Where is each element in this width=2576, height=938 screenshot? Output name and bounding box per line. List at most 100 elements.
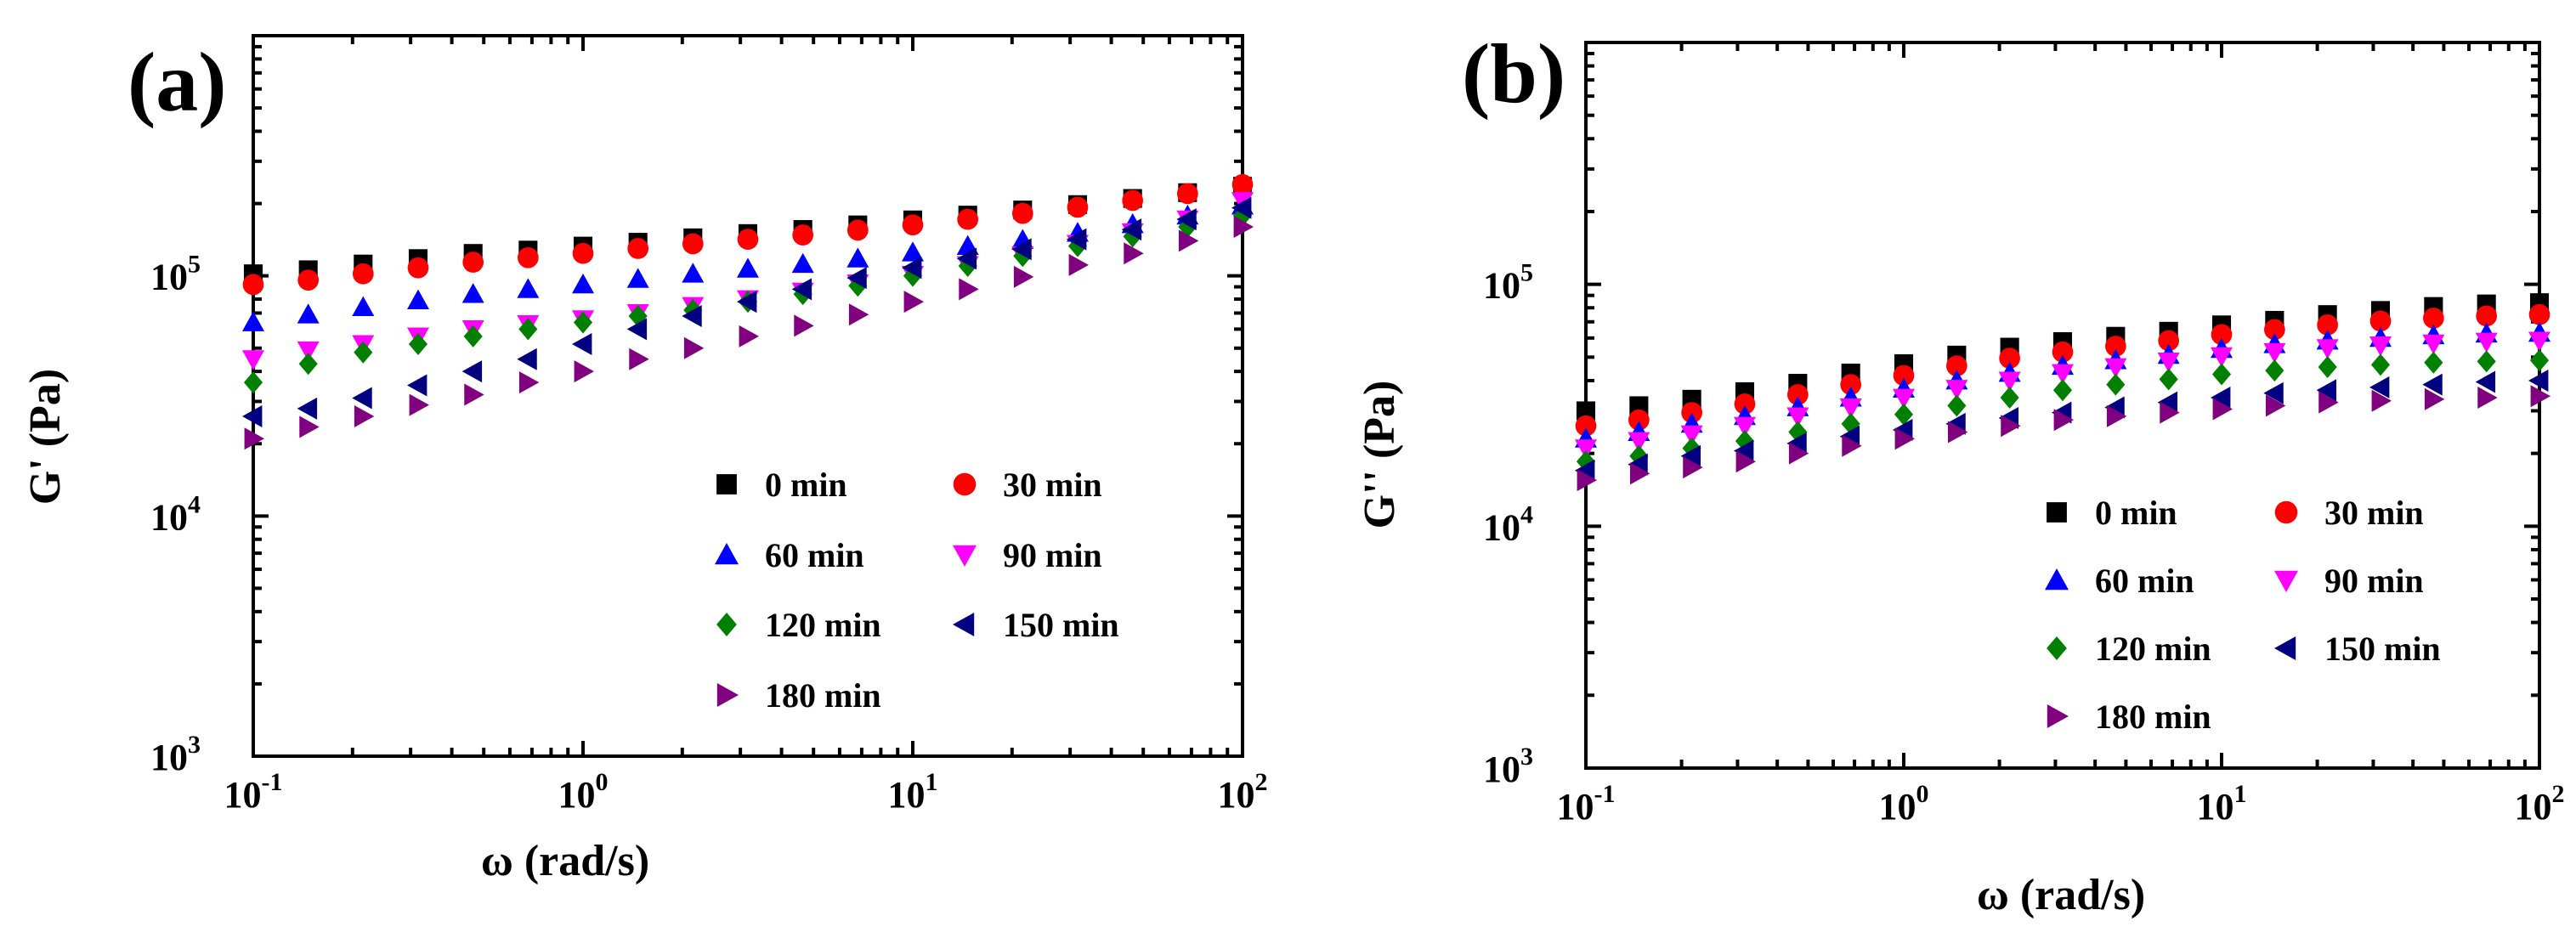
data-point xyxy=(572,242,594,264)
data-point xyxy=(1733,439,1754,462)
legend-marker xyxy=(716,474,737,494)
data-point xyxy=(2263,381,2284,404)
data-point xyxy=(1894,403,1914,426)
data-point xyxy=(903,291,924,314)
data-point xyxy=(1947,421,1968,444)
panel-a-y-axis-title: G' (Pa) xyxy=(21,369,70,505)
data-point xyxy=(957,208,979,230)
panel-a-label: (a) xyxy=(127,35,227,129)
data-point xyxy=(2476,305,2498,327)
data-point xyxy=(298,353,318,376)
x-tick-label: 102 xyxy=(1218,768,1268,816)
data-point xyxy=(2318,356,2337,379)
data-point xyxy=(736,291,757,314)
data-point xyxy=(792,224,814,246)
plot-frame xyxy=(252,34,1244,758)
legend-label: 120 min xyxy=(2095,630,2211,668)
data-point xyxy=(1013,265,1034,288)
data-point xyxy=(1575,439,1597,460)
data-point xyxy=(1231,196,1252,219)
legend-label: 60 min xyxy=(765,536,864,574)
legend-label: 150 min xyxy=(1003,606,1119,644)
data-point xyxy=(846,247,869,268)
data-point xyxy=(2265,394,2286,417)
data-point xyxy=(626,268,649,288)
data-point xyxy=(791,278,812,301)
data-point xyxy=(1786,407,1809,427)
data-point xyxy=(1894,427,1915,450)
series-180-min xyxy=(244,215,1254,450)
y-tick-label: 105 xyxy=(150,251,201,298)
data-point xyxy=(242,405,263,428)
data-point xyxy=(628,305,648,328)
legend-marker xyxy=(2047,704,2069,728)
data-point xyxy=(629,348,649,370)
panel-a-x-axis-title: ω (rad/s) xyxy=(481,837,649,885)
data-point xyxy=(1176,208,1197,231)
y-tick-label: 104 xyxy=(1483,500,1533,548)
legend-label: 30 min xyxy=(1003,466,1102,504)
data-point xyxy=(244,427,264,450)
data-point xyxy=(1788,442,1809,465)
legend-label: 120 min xyxy=(765,606,881,644)
data-point xyxy=(682,305,702,328)
data-point xyxy=(794,314,814,337)
panel-a-plot: (a) ω (rad/s) G' (Pa) 10-1 100 101 10210310… xyxy=(21,34,1268,885)
legend-label: 150 min xyxy=(2324,630,2441,668)
data-point xyxy=(2371,389,2392,412)
data-point xyxy=(2157,353,2180,373)
data-point xyxy=(2106,373,2126,396)
data-point xyxy=(518,318,538,341)
data-point xyxy=(1068,253,1089,276)
data-point xyxy=(1945,380,1968,400)
data-point xyxy=(574,360,594,383)
legend-marker xyxy=(953,545,977,567)
data-point xyxy=(1124,242,1144,265)
data-point xyxy=(2316,379,2337,402)
panel-a-plot-area: 10-1 100 101 102 103 104 105 0 min 30 min 60 min 9… xyxy=(150,34,1268,816)
data-point xyxy=(2422,334,2445,355)
data-point xyxy=(2529,349,2550,372)
data-point xyxy=(462,251,484,273)
legend-label: 90 min xyxy=(2324,562,2424,600)
data-point xyxy=(352,387,372,410)
y-tick-label: 103 xyxy=(1483,743,1533,790)
legend-label: 30 min xyxy=(2324,494,2424,532)
data-point xyxy=(2317,314,2338,336)
legend-marker xyxy=(953,613,975,636)
series-150-min xyxy=(1575,369,2549,482)
data-point xyxy=(1629,396,1649,415)
data-point xyxy=(736,257,759,278)
data-point xyxy=(517,246,539,268)
data-point xyxy=(297,303,320,324)
data-point xyxy=(242,311,264,331)
data-point xyxy=(297,341,320,362)
data-point xyxy=(2053,409,2074,432)
series-90-min xyxy=(1575,331,2551,460)
data-point xyxy=(2104,336,2126,357)
data-point xyxy=(1575,415,1597,437)
data-point xyxy=(1735,450,1756,473)
panel-b-y-axis-title: G'' (Pa) xyxy=(1356,381,1404,529)
data-point xyxy=(572,332,592,355)
data-point xyxy=(2369,376,2390,398)
data-point xyxy=(2318,391,2339,414)
data-point xyxy=(2051,364,2074,385)
legend-marker xyxy=(716,613,737,636)
data-point xyxy=(407,257,429,279)
data-point xyxy=(518,371,540,394)
data-point xyxy=(846,219,869,241)
data-point xyxy=(1733,416,1756,438)
panel-b-label: (b) xyxy=(1462,26,1565,121)
data-point xyxy=(1893,364,1915,387)
data-point xyxy=(464,383,484,406)
legend-label: 0 min xyxy=(765,466,847,504)
data-point xyxy=(572,273,594,294)
data-point xyxy=(573,311,593,334)
data-point xyxy=(2212,398,2233,421)
data-point xyxy=(683,336,705,359)
data-point xyxy=(848,303,869,326)
legend-marker xyxy=(2047,502,2067,523)
data-point xyxy=(242,274,264,296)
legend-marker xyxy=(2274,570,2298,592)
